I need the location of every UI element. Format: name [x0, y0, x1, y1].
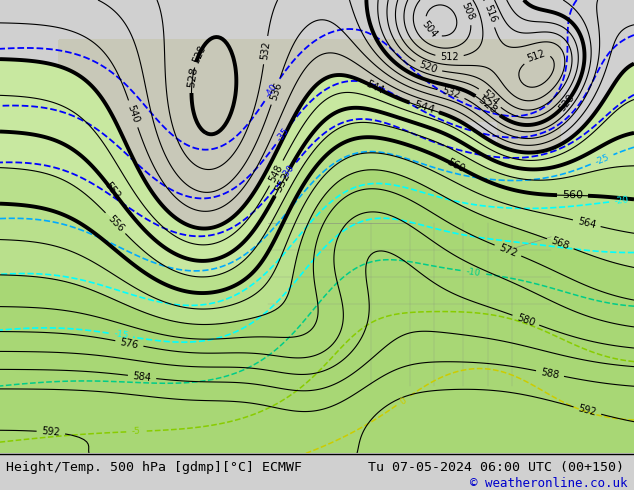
Text: 560: 560	[445, 157, 467, 174]
Text: 524: 524	[480, 88, 500, 108]
Text: 552: 552	[273, 171, 292, 194]
Text: 592: 592	[577, 403, 598, 418]
Text: 552: 552	[103, 180, 122, 201]
Text: 528: 528	[476, 95, 499, 116]
Text: 588: 588	[540, 367, 560, 380]
Text: -5: -5	[131, 427, 140, 436]
Text: 528: 528	[191, 44, 208, 65]
Text: 576: 576	[119, 337, 139, 350]
Text: 540: 540	[126, 103, 141, 124]
Text: 544: 544	[365, 79, 386, 96]
Text: Height/Temp. 500 hPa [gdmp][°C] ECMWF: Height/Temp. 500 hPa [gdmp][°C] ECMWF	[6, 461, 302, 474]
Text: -35: -35	[275, 126, 291, 143]
Text: -20: -20	[614, 195, 629, 206]
Text: 516: 516	[482, 3, 498, 24]
Text: © weatheronline.co.uk: © weatheronline.co.uk	[470, 477, 628, 490]
Text: -40: -40	[264, 82, 279, 99]
Text: 536: 536	[268, 81, 283, 101]
Text: 0: 0	[398, 395, 408, 406]
Text: 528: 528	[186, 66, 199, 89]
Text: 564: 564	[576, 216, 597, 230]
Text: 512: 512	[440, 52, 459, 62]
Text: -30: -30	[280, 163, 297, 180]
Text: 532: 532	[259, 40, 272, 60]
Text: 548: 548	[268, 163, 285, 184]
Text: -25: -25	[593, 152, 611, 167]
Text: 532: 532	[441, 86, 462, 101]
Text: 592: 592	[41, 426, 61, 438]
Text: -10: -10	[465, 267, 481, 278]
Text: 512: 512	[526, 49, 547, 64]
Text: 572: 572	[497, 243, 519, 259]
Text: 560: 560	[562, 190, 583, 200]
Text: 528: 528	[557, 92, 576, 113]
Text: 508: 508	[460, 1, 476, 22]
Text: 544: 544	[413, 99, 436, 116]
Text: 580: 580	[515, 312, 536, 328]
Text: 584: 584	[133, 371, 152, 383]
Text: 556: 556	[105, 213, 126, 233]
Text: 520: 520	[418, 60, 439, 75]
Text: 568: 568	[550, 236, 571, 252]
Text: Tu 07-05-2024 06:00 UTC (00+150): Tu 07-05-2024 06:00 UTC (00+150)	[368, 461, 624, 474]
Text: -15: -15	[113, 329, 129, 341]
Text: 504: 504	[420, 19, 439, 40]
